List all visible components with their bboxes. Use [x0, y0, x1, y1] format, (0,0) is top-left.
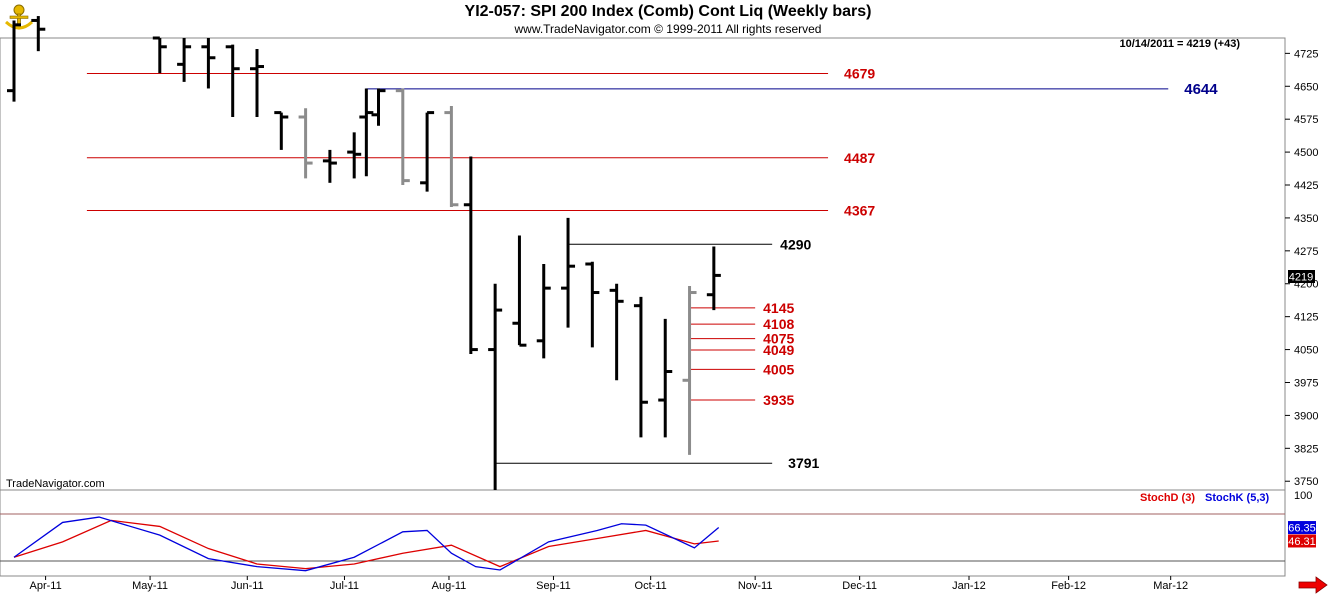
- level-label-4644: 4644: [1184, 81, 1218, 98]
- ohlc-bar: [420, 111, 435, 192]
- last-quote-label: 10/14/2011 = 4219 (+43): [1120, 38, 1241, 50]
- stoch-value-tag: 66.35: [1288, 523, 1316, 535]
- x-tick-label: Feb-12: [1051, 580, 1086, 592]
- x-tick-label: Jan-12: [952, 580, 986, 592]
- x-tick-label: Sep-11: [536, 580, 571, 592]
- ohlc-bar: [706, 246, 721, 311]
- ohlc-bar: [658, 318, 673, 438]
- x-tick-label: Nov-11: [738, 580, 773, 592]
- stoch-value-tag-bg: [1288, 521, 1316, 535]
- x-tick-label: Mar-12: [1153, 580, 1188, 592]
- ohlc-bar: [225, 44, 240, 117]
- y-tick-label: 4275: [1294, 246, 1318, 258]
- x-tick-label: Oct-11: [635, 580, 667, 592]
- ohlc-bar: [274, 111, 289, 150]
- ohlc-bar: [609, 283, 624, 381]
- y-tick-label: 3900: [1294, 410, 1318, 422]
- level-label-4005: 4005: [763, 361, 794, 377]
- ohlc-bar: [488, 283, 503, 490]
- level-label-4145: 4145: [763, 300, 794, 316]
- x-tick-label: Apr-11: [29, 580, 61, 592]
- level-label-4290: 4290: [780, 236, 811, 252]
- x-tick-label: Dec-11: [842, 580, 877, 592]
- level-label-4367: 4367: [844, 202, 875, 218]
- ohlc-bar: [463, 156, 478, 354]
- ohlc-bar: [322, 149, 337, 183]
- last-price-tag-bg: [1288, 270, 1315, 283]
- level-label-4049: 4049: [763, 342, 794, 358]
- stoch-panel-frame: [0, 489, 1286, 577]
- ohlc-bar: [682, 285, 697, 455]
- ohlc-bar: [585, 261, 600, 348]
- scroll-right-arrow-icon[interactable]: [1298, 576, 1328, 594]
- stoch-y-tick-label: 100: [1294, 490, 1312, 502]
- level-label-3935: 3935: [763, 392, 794, 408]
- y-tick-label: 4125: [1294, 312, 1318, 324]
- stoch-value-tag: 46.31: [1288, 536, 1316, 548]
- y-tick-label: 4350: [1294, 213, 1318, 225]
- ohlc-bar: [31, 16, 46, 52]
- watermark-label: TradeNavigator.com: [6, 478, 105, 490]
- ohlc-bar: [201, 38, 216, 89]
- ohlc-bar: [371, 88, 386, 126]
- ohlc-bar: [512, 235, 527, 347]
- ohlc-bar: [347, 132, 362, 179]
- stoch-line-0: [13, 519, 719, 570]
- level-label-4679: 4679: [844, 66, 875, 82]
- price-panel-frame: [0, 37, 1286, 491]
- ohlc-bar: [152, 36, 167, 74]
- ohlc-bar: [298, 108, 313, 179]
- x-tick-label: May-11: [132, 580, 168, 592]
- y-tick-label: 4725: [1294, 48, 1318, 60]
- y-tick-label: 4500: [1294, 147, 1318, 159]
- stoch-d-legend: StochD (3): [1140, 492, 1195, 504]
- ohlc-bar: [561, 217, 576, 328]
- chart-title: YI2-057: SPI 200 Index (Comb) Cont Liq (…: [464, 3, 872, 20]
- level-label-4075: 4075: [763, 331, 794, 347]
- y-tick-label: 3975: [1294, 377, 1318, 389]
- y-tick-label: 3825: [1294, 443, 1318, 455]
- x-tick-label: Jun-11: [231, 580, 264, 592]
- x-tick-label: Jul-11: [330, 580, 359, 592]
- ohlc-bar: [536, 264, 551, 359]
- ohlc-bar: [633, 296, 648, 438]
- copyright-notice: www.TradeNavigator.com © 1999-2011 All r…: [514, 22, 822, 36]
- y-tick-label: 4575: [1294, 114, 1318, 126]
- trade-navigator-logo-icon: [2, 2, 36, 32]
- x-tick-label: Aug-11: [432, 580, 467, 592]
- ohlc-bar: [250, 48, 264, 117]
- ohlc-bar: [359, 88, 374, 177]
- stoch-value-tag-bg: [1288, 534, 1316, 548]
- y-tick-label: 4050: [1294, 345, 1318, 357]
- ohlc-bar: [444, 106, 459, 207]
- y-tick-label: 4425: [1294, 180, 1318, 192]
- ohlc-bar: [395, 88, 410, 186]
- level-label-4108: 4108: [763, 316, 794, 332]
- y-tick-label: 3750: [1294, 476, 1318, 488]
- level-label-4487: 4487: [844, 150, 875, 166]
- ohlc-bar: [7, 20, 21, 102]
- stoch-line-1: [13, 516, 720, 572]
- ohlc-bar: [177, 38, 192, 82]
- level-label-3791: 3791: [788, 455, 819, 471]
- stoch-k-legend: StochK (5,3): [1205, 492, 1270, 504]
- y-tick-label: 4650: [1294, 81, 1318, 93]
- last-price-tag: 4219: [1289, 272, 1313, 284]
